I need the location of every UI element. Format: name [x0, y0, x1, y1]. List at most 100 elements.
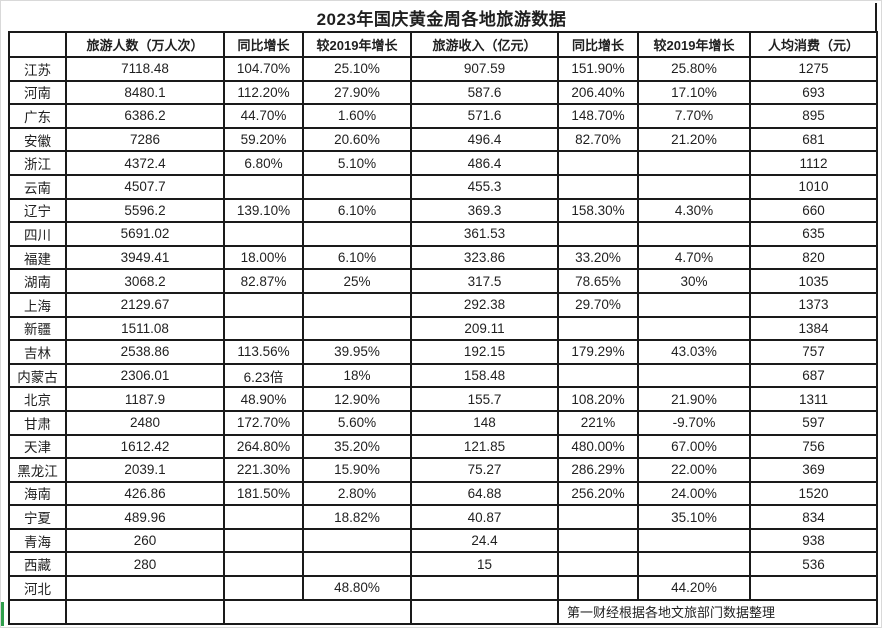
data-cell[interactable]	[302, 315, 412, 342]
data-cell[interactable]: 2.80%	[302, 480, 412, 507]
data-cell[interactable]: 1275	[749, 56, 878, 82]
province-cell[interactable]: 吉林	[8, 339, 67, 365]
data-cell[interactable]: 1373	[749, 291, 878, 318]
province-cell[interactable]: 云南	[8, 173, 67, 200]
data-cell[interactable]: 480.00%	[557, 433, 639, 460]
data-cell[interactable]: 104.70%	[223, 56, 304, 82]
data-cell[interactable]: 181.50%	[223, 480, 304, 507]
data-cell[interactable]: 108.20%	[557, 386, 639, 412]
data-cell[interactable]	[637, 315, 751, 342]
data-cell[interactable]: 12.90%	[302, 386, 412, 412]
data-cell[interactable]: 4507.7	[65, 173, 225, 200]
data-cell[interactable]: 256.20%	[557, 480, 639, 507]
data-cell[interactable]: 17.10%	[637, 79, 751, 106]
data-cell[interactable]: 151.90%	[557, 56, 639, 82]
data-cell[interactable]: 2129.67	[65, 291, 225, 318]
data-cell[interactable]: 112.20%	[223, 79, 304, 106]
data-cell[interactable]: 7.70%	[637, 103, 751, 129]
data-cell[interactable]	[557, 504, 639, 530]
province-cell[interactable]: 黑龙江	[8, 457, 67, 483]
data-cell[interactable]	[557, 575, 639, 601]
province-cell[interactable]: 河南	[8, 79, 67, 106]
data-cell[interactable]: 155.7	[410, 386, 559, 412]
data-cell[interactable]	[557, 173, 639, 200]
data-cell[interactable]: 78.65%	[557, 268, 639, 294]
province-cell[interactable]: 四川	[8, 221, 67, 247]
column-header-cell[interactable]: 较2019年增长	[302, 31, 412, 58]
data-cell[interactable]: 221.30%	[223, 457, 304, 483]
province-cell[interactable]: 上海	[8, 291, 67, 318]
data-cell[interactable]: 260	[65, 527, 225, 554]
data-cell[interactable]: 1384	[749, 315, 878, 342]
data-cell[interactable]: 286.29%	[557, 457, 639, 483]
data-cell[interactable]	[557, 221, 639, 247]
data-cell[interactable]: 264.80%	[223, 433, 304, 460]
data-cell[interactable]	[557, 527, 639, 554]
data-cell[interactable]	[223, 575, 304, 601]
data-cell[interactable]: 486.4	[410, 150, 559, 176]
province-cell[interactable]: 宁夏	[8, 504, 67, 530]
data-cell[interactable]: 67.00%	[637, 433, 751, 460]
data-cell[interactable]: 7286	[65, 126, 225, 153]
data-cell[interactable]: 1010	[749, 173, 878, 200]
data-cell[interactable]: 1035	[749, 268, 878, 294]
empty-cell[interactable]	[8, 598, 67, 625]
data-cell[interactable]: 22.00%	[637, 457, 751, 483]
data-cell[interactable]: 756	[749, 433, 878, 460]
data-cell[interactable]: 158.30%	[557, 197, 639, 224]
province-cell[interactable]: 甘肃	[8, 409, 67, 436]
data-cell[interactable]: 15.90%	[302, 457, 412, 483]
data-cell[interactable]: 496.4	[410, 126, 559, 153]
data-cell[interactable]	[223, 291, 304, 318]
data-cell[interactable]: 24.00%	[637, 480, 751, 507]
data-cell[interactable]: 1311	[749, 386, 878, 412]
data-cell[interactable]: 44.70%	[223, 103, 304, 129]
empty-cell[interactable]	[65, 598, 225, 625]
data-cell[interactable]: 40.87	[410, 504, 559, 530]
column-header-cell[interactable]: 旅游人数（万人次）	[65, 31, 225, 58]
data-cell[interactable]: 6386.2	[65, 103, 225, 129]
province-cell[interactable]: 天津	[8, 433, 67, 460]
data-cell[interactable]: 25.10%	[302, 56, 412, 82]
data-cell[interactable]: 206.40%	[557, 79, 639, 106]
data-cell[interactable]: 280	[65, 551, 225, 578]
data-cell[interactable]: 7118.48	[65, 56, 225, 82]
data-cell[interactable]: 361.53	[410, 221, 559, 247]
data-cell[interactable]: 3949.41	[65, 244, 225, 271]
data-cell[interactable]: 571.6	[410, 103, 559, 129]
data-cell[interactable]: 292.38	[410, 291, 559, 318]
data-cell[interactable]: 35.20%	[302, 433, 412, 460]
data-cell[interactable]: 1187.9	[65, 386, 225, 412]
data-cell[interactable]: 5.60%	[302, 409, 412, 436]
data-cell[interactable]: 221%	[557, 409, 639, 436]
data-cell[interactable]: 489.96	[65, 504, 225, 530]
data-cell[interactable]: 18.82%	[302, 504, 412, 530]
data-cell[interactable]	[65, 575, 225, 601]
data-cell[interactable]: 15	[410, 551, 559, 578]
data-cell[interactable]: 587.6	[410, 79, 559, 106]
data-cell[interactable]: 192.15	[410, 339, 559, 365]
province-cell[interactable]: 新疆	[8, 315, 67, 342]
data-cell[interactable]: 635	[749, 221, 878, 247]
empty-cell[interactable]	[223, 598, 412, 625]
data-cell[interactable]: 18%	[302, 362, 412, 389]
data-cell[interactable]	[302, 221, 412, 247]
province-cell[interactable]: 安徽	[8, 126, 67, 153]
data-cell[interactable]	[302, 551, 412, 578]
data-cell[interactable]	[223, 551, 304, 578]
data-cell[interactable]: 24.4	[410, 527, 559, 554]
data-cell[interactable]	[637, 527, 751, 554]
data-cell[interactable]: 4.70%	[637, 244, 751, 271]
data-cell[interactable]	[637, 150, 751, 176]
province-cell[interactable]: 内蒙古	[8, 362, 67, 389]
data-cell[interactable]	[410, 575, 559, 601]
data-cell[interactable]: 2306.01	[65, 362, 225, 389]
corner-header-cell[interactable]	[8, 31, 67, 58]
data-cell[interactable]: 8480.1	[65, 79, 225, 106]
data-cell[interactable]: 75.27	[410, 457, 559, 483]
data-cell[interactable]: 1.60%	[302, 103, 412, 129]
data-cell[interactable]: 820	[749, 244, 878, 271]
data-cell[interactable]: 2538.86	[65, 339, 225, 365]
province-cell[interactable]: 辽宁	[8, 197, 67, 224]
data-cell[interactable]: 317.5	[410, 268, 559, 294]
